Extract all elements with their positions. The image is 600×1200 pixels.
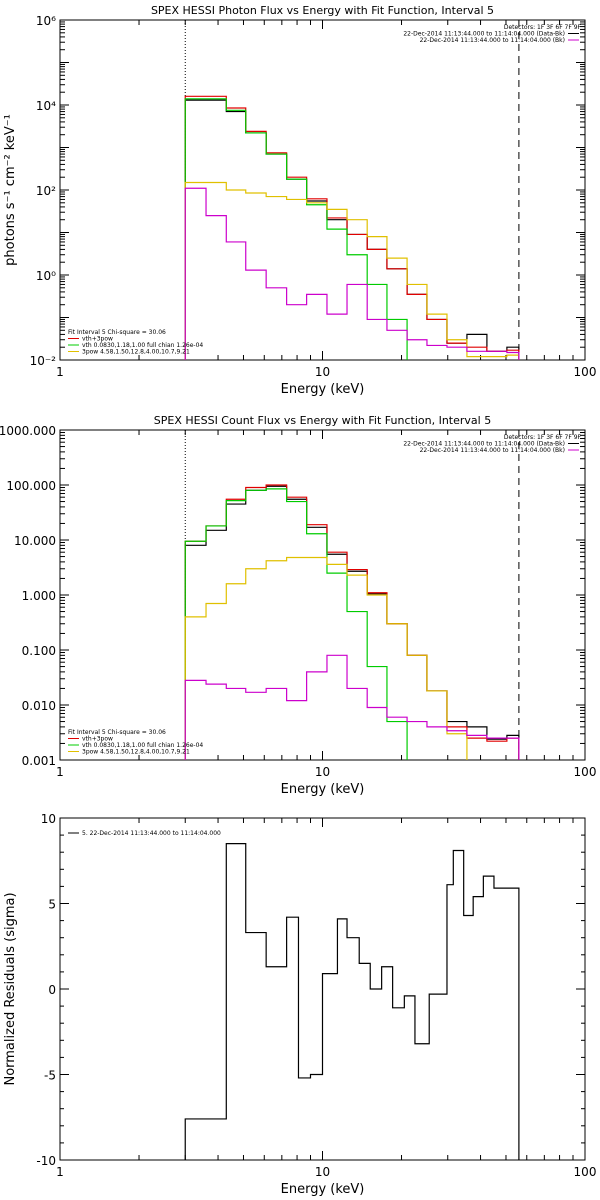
plot-frame	[59, 19, 586, 361]
y-tick-label: -10	[36, 1154, 56, 1168]
x-axis-label: Energy (keV)	[281, 782, 365, 797]
series-0-step-line	[184, 843, 520, 1160]
x-tick-label: 10	[315, 765, 330, 779]
y-tick-label: 10⁶	[36, 14, 56, 28]
legend-entry: 22-Dec-2014 11:13:44.000 to 11:14:04.000…	[403, 31, 565, 38]
series-2-step-line	[184, 98, 408, 360]
legend-entry: vth+3pow	[82, 336, 113, 343]
y-tick-label: 0	[48, 983, 56, 997]
series-1-step-line	[184, 484, 520, 760]
data-area	[184, 843, 520, 1160]
data-area	[184, 430, 520, 760]
legend-entry: 22-Dec-2014 11:13:44.000 to 11:14:04.000…	[420, 447, 565, 454]
legend-entry: Detectors: 1F 3F 6F 7F 9F	[504, 434, 582, 441]
chart-title: SPEX HESSI Photon Flux vs Energy with Fi…	[151, 4, 494, 17]
legend-entry: Fit Interval 5 Chi-square = 30.06	[68, 729, 166, 736]
series-4-step-line	[184, 187, 520, 360]
y-tick-label: 10	[41, 812, 56, 826]
series-3-step-line	[184, 556, 468, 760]
legend-entry: 22-Dec-2014 11:13:44.000 to 11:14:04.000…	[420, 37, 565, 44]
y-tick-label: 5	[48, 898, 56, 912]
x-tick-label: 1	[56, 365, 64, 379]
data-area	[184, 20, 520, 360]
legend-entry: vth 0.0830,1.18,1.00 full chian 1.26e-04	[82, 742, 203, 749]
series-1-step-line	[184, 95, 520, 360]
x-tick-label: 100	[574, 365, 597, 379]
y-tick-label: 10⁴	[36, 99, 56, 113]
y-axis-label: photons s⁻¹ cm⁻² keV⁻¹	[3, 114, 18, 266]
y-tick-label: 1.000	[22, 589, 56, 603]
x-tick-label: 1	[56, 765, 64, 779]
x-axis-label: Energy (keV)	[281, 382, 365, 397]
series-3-step-line	[184, 181, 520, 360]
series-0-step-line	[184, 485, 520, 760]
y-tick-label: 1000.000	[0, 424, 56, 438]
y-tick-label: 0.010	[22, 699, 56, 713]
series-2-step-line	[184, 488, 408, 760]
y-axis-label: Normalized Residuals (sigma)	[3, 892, 18, 1085]
x-tick-label: 10	[315, 365, 330, 379]
series-4-step-line	[184, 654, 520, 760]
x-tick-label: 100	[574, 1165, 597, 1179]
x-tick-label: 1	[56, 1165, 64, 1179]
series-0-step-line	[184, 99, 520, 360]
plot-frame	[59, 429, 586, 761]
y-tick-label: 10²	[36, 184, 56, 198]
y-tick-label: 10⁻²	[30, 354, 57, 368]
legend-entry: Detectors: 1F 3F 6F 7F 9F	[504, 24, 582, 31]
legend-entry: 5. 22-Dec-2014 11:13:44.000 to 11:14:04.…	[82, 830, 221, 837]
legend-entry: Fit Interval 5 Chi-square = 30.06	[68, 329, 166, 336]
y-tick-label: 10⁰	[36, 269, 56, 283]
count-flux-panel: 1 10 100 0.001 0.010 0.100 1.000 10.000 100.000 1…	[0, 414, 596, 797]
legend-entry: vth+3pow	[82, 736, 113, 743]
legend-entry: vth 0.0830,1.18,1.00 full chian 1.26e-04	[82, 342, 203, 349]
residuals-panel: 1 10 100 -10 -5 0 5 10 Energy (keV) Normalized Re…	[3, 812, 596, 1197]
legend-entry: 3pow 4.58,1.50,12.8,4.00,10.7,9.21	[82, 349, 190, 356]
legend-entry: 3pow 4.58,1.50,12.8,4.00,10.7,9.21	[82, 749, 190, 756]
y-tick-label: 0.001	[22, 754, 56, 768]
x-tick-label: 100	[574, 765, 597, 779]
x-tick-label: 10	[315, 1165, 330, 1179]
y-tick-label: 100.000	[6, 479, 56, 493]
y-tick-label: 0.100	[22, 644, 56, 658]
legend-entry: 22-Dec-2014 11:13:44.000 to 11:14:04.000…	[403, 441, 565, 448]
x-axis-label: Energy (keV)	[281, 1182, 365, 1197]
chart-title: SPEX HESSI Count Flux vs Energy with Fit…	[154, 414, 491, 427]
y-tick-label: 10.000	[14, 534, 56, 548]
y-tick-label: -5	[44, 1069, 56, 1083]
photon-flux-panel: 1 10 100 10⁻² 10⁰ 10² 10⁴ 10⁶ SPEX HESSI Photon …	[3, 4, 596, 397]
